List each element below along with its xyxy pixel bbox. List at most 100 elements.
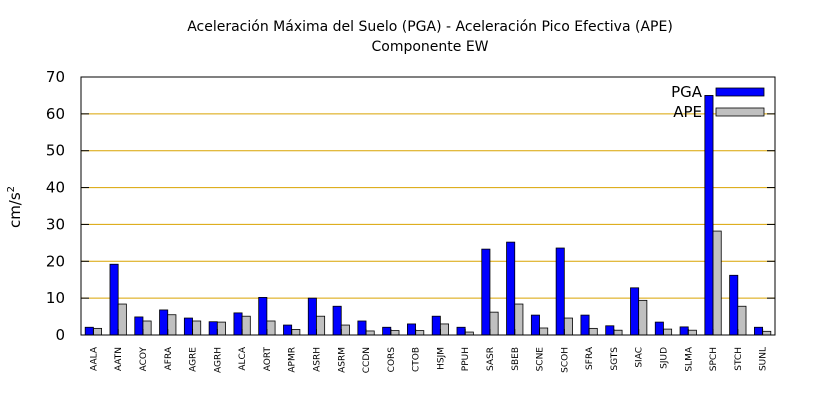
- bar-ape-asrm: [340, 324, 350, 336]
- plot-frame: [80, 76, 776, 336]
- bar-pga-agrh: [208, 321, 218, 336]
- x-tick-label: AALA: [89, 346, 99, 371]
- bar-pga-sunl: [754, 326, 764, 336]
- x-tick-label: CCDN: [362, 347, 372, 373]
- bar-ape-spch: [712, 230, 722, 336]
- bar-ape-sgts: [613, 329, 623, 336]
- x-tick-label: SGTS: [610, 347, 620, 371]
- x-tick-label: SPCH: [709, 347, 719, 371]
- y-tick-label: 0: [55, 326, 65, 344]
- bar-ape-ccdn: [365, 330, 375, 336]
- x-tick-label: PPUH: [461, 347, 471, 371]
- bar-pga-sbeb: [506, 241, 516, 336]
- bar-ape-cors: [390, 330, 400, 336]
- x-tick-label: AGRH: [213, 347, 223, 373]
- y-tick-label: 10: [46, 289, 65, 307]
- bar-pga-slma: [679, 326, 689, 336]
- chart-title: Aceleración Máxima del Suelo (PGA) - Ace…: [187, 19, 673, 35]
- x-tick-label: ASRM: [337, 347, 347, 373]
- x-tick-label: SASR: [486, 347, 496, 371]
- bar-pga-scne: [530, 314, 540, 336]
- y-tick-label: 50: [46, 142, 65, 160]
- bar-pga-scoh: [555, 247, 565, 336]
- x-tick-label: CORS: [387, 347, 397, 373]
- bar-ape-afra: [167, 314, 177, 336]
- x-tick-label: SFRA: [585, 346, 595, 370]
- bar-pga-apmr: [283, 324, 293, 336]
- bar-ape-slma: [687, 329, 697, 336]
- bar-pga-aala: [84, 326, 94, 336]
- x-tick-label: HSJM: [436, 347, 446, 370]
- x-tick-label: SLMA: [684, 346, 694, 371]
- bar-ape-sasr: [489, 311, 499, 336]
- x-tick-label: SIAC: [635, 347, 645, 368]
- x-tick-label: STCH: [734, 347, 744, 371]
- y-tick-label: 30: [46, 215, 65, 233]
- bar-pga-sjud: [654, 321, 664, 336]
- bar-pga-sgts: [605, 325, 615, 336]
- y-tick-label: 60: [46, 105, 65, 123]
- bar-ape-agrh: [216, 321, 226, 336]
- x-tick-label: APMR: [288, 347, 298, 373]
- bar-pga-aatn: [109, 263, 119, 336]
- x-tick-label: SCNE: [536, 347, 546, 372]
- y-axis-ticks: 0 10 20 30 40 50 60 70: [46, 68, 775, 344]
- legend-swatch-ape: [715, 107, 765, 117]
- bar-ape-asrh: [316, 315, 326, 336]
- bar-pga-cors: [382, 326, 392, 336]
- y-tick-label: 40: [46, 179, 65, 197]
- x-tick-label: ACOY: [139, 347, 149, 372]
- bar-pga-asrm: [332, 305, 342, 336]
- bar-pga-asrh: [307, 297, 317, 336]
- bars: [84, 95, 772, 336]
- bar-ape-sbeb: [514, 303, 524, 336]
- bar-ape-scoh: [563, 317, 573, 336]
- bar-pga-ctob: [407, 323, 417, 336]
- bar-pga-alca: [233, 312, 243, 336]
- bar-pga-aort: [258, 297, 268, 336]
- y-axis-label-base: cm/s: [6, 192, 24, 228]
- y-tick-label: 20: [46, 252, 65, 270]
- bar-ape-aatn: [117, 303, 127, 336]
- legend-label-pga: PGA: [671, 83, 703, 101]
- bar-pga-ccdn: [357, 320, 367, 336]
- bar-pga-ppuh: [456, 326, 466, 336]
- grid-lines: [81, 113, 775, 299]
- x-tick-label: SJUD: [659, 347, 669, 369]
- bar-pga-sfra: [580, 314, 590, 336]
- bar-pga-agre: [183, 317, 193, 336]
- y-axis-label: cm/s2: [6, 186, 24, 228]
- bar-ape-aort: [266, 320, 276, 336]
- bar-ape-agre: [192, 320, 202, 336]
- bar-ape-hsjm: [439, 323, 449, 336]
- bar-ape-apmr: [291, 329, 301, 336]
- bar-pga-hsjm: [431, 315, 441, 336]
- bar-pga-siac: [630, 287, 640, 336]
- bar-pga-spch: [704, 95, 714, 336]
- legend: PGA APE: [671, 83, 765, 121]
- bar-ape-stch: [737, 305, 747, 336]
- bar-ape-siac: [638, 299, 648, 336]
- x-tick-label: AFRA: [164, 346, 174, 370]
- legend-label-ape: APE: [673, 103, 702, 121]
- x-tick-label: AORT: [263, 347, 273, 372]
- x-tick-label: SBEB: [511, 347, 521, 371]
- bar-ape-sfra: [588, 327, 598, 336]
- x-tick-label: SCOH: [560, 347, 570, 373]
- bar-pga-afra: [159, 309, 169, 336]
- bar-ape-sjud: [663, 328, 673, 336]
- x-tick-label: AATN: [114, 347, 124, 371]
- y-axis-label-superscript: 2: [6, 186, 17, 192]
- x-tick-label: SUNL: [759, 347, 769, 371]
- x-tick-label: ALCA: [238, 346, 248, 370]
- x-tick-label: CTOB: [412, 347, 422, 372]
- bar-ape-alca: [241, 315, 251, 336]
- bar-pga-acoy: [134, 316, 144, 336]
- bar-ape-aala: [92, 327, 102, 336]
- legend-swatch-pga: [715, 87, 765, 97]
- bar-pga-stch: [729, 274, 739, 336]
- x-tick-label: AGRE: [189, 347, 199, 372]
- bar-ape-acoy: [142, 320, 152, 336]
